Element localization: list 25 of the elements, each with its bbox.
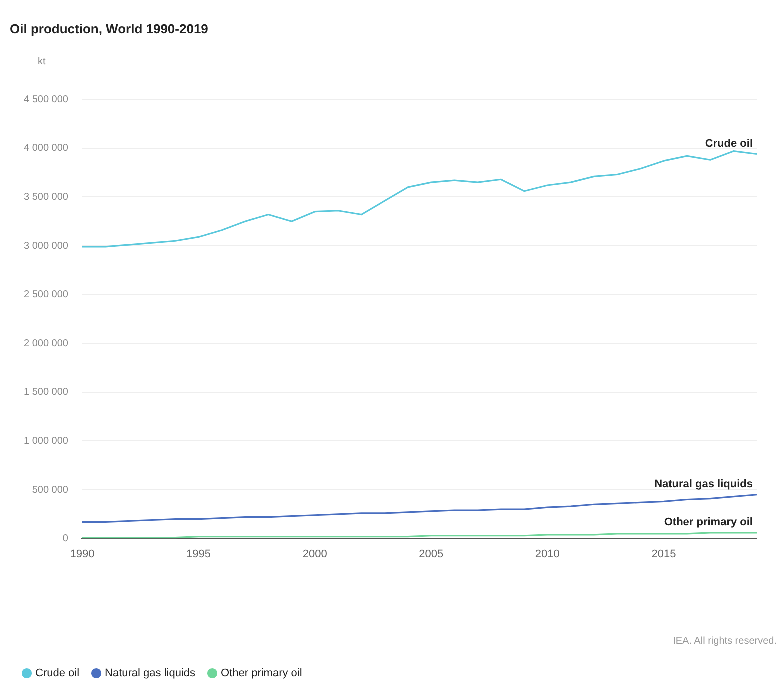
y-tick-label: 500 000 bbox=[32, 484, 69, 496]
y-tick-label: 4 500 000 bbox=[24, 94, 69, 106]
legend-label: Crude oil bbox=[36, 668, 80, 680]
y-tick-label: 1 500 000 bbox=[24, 387, 69, 398]
y-tick-label: 2 000 000 bbox=[24, 338, 69, 350]
y-tick-label: 3 000 000 bbox=[24, 240, 69, 252]
y-tick-label: 3 500 000 bbox=[24, 192, 69, 203]
y-tick-label: 0 bbox=[62, 534, 69, 545]
legend-label: Natural gas liquids bbox=[105, 668, 196, 680]
text: Other primary oil bbox=[664, 516, 753, 528]
chart-title: Oil production, World 1990-2019 bbox=[10, 21, 208, 36]
x-tick-label: 2015 bbox=[652, 548, 676, 560]
legend-label: Other primary oil bbox=[221, 668, 302, 680]
text: Natural gas liquids bbox=[654, 478, 753, 490]
x-tick-label: 1995 bbox=[186, 548, 212, 560]
y-tick-label: 4 000 000 bbox=[24, 143, 69, 154]
y-tick-label: 2 500 000 bbox=[24, 290, 69, 301]
x-tick-label: 2000 bbox=[302, 548, 328, 560]
x-tick-label: 1990 bbox=[70, 548, 95, 560]
y-tick-label: 1 000 000 bbox=[24, 436, 69, 447]
y-axis-title: kt bbox=[38, 56, 46, 68]
text: Crude oil bbox=[705, 138, 753, 150]
text: IEA. All rights reserved. bbox=[673, 636, 777, 647]
x-tick-label: 2005 bbox=[419, 548, 444, 560]
x-tick-label: 2010 bbox=[535, 548, 560, 560]
